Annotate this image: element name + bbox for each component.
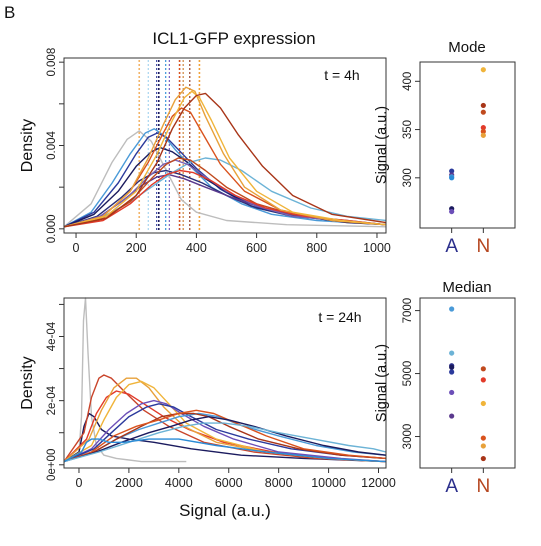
- density-curve-13: [63, 438, 387, 463]
- strip-point-n: [480, 435, 486, 441]
- density-curve-1: [63, 412, 387, 463]
- strip-point-a: [449, 413, 455, 419]
- strip-point-a: [449, 350, 455, 356]
- y-tick-label: 400: [402, 72, 414, 91]
- x-tick-label: 10000: [311, 476, 346, 490]
- plot-frame: [63, 297, 387, 469]
- density-curve-6: [63, 399, 387, 463]
- density-4h-chart: 0 200 400 600 800 1000 0.000 0.004 0.008 Density I…: [19, 29, 391, 255]
- y-tick-label: 3000: [402, 424, 414, 450]
- x-tick-label: 600: [246, 241, 267, 255]
- density-curve-10: [63, 409, 387, 463]
- strip-point-a: [449, 306, 455, 312]
- x-axis-label: Signal (a.u.): [179, 501, 271, 520]
- density-curve-9: [63, 412, 387, 463]
- strip-point-n: [480, 455, 486, 462]
- y-axis-label: Signal (a.u.): [374, 106, 390, 184]
- strip-point-n: [480, 443, 486, 449]
- plot-frame: [63, 57, 387, 234]
- density-curve-10: [63, 107, 387, 228]
- category-label-n: N: [476, 236, 490, 257]
- y-axis-label: Density: [19, 356, 36, 409]
- strip-point-n: [480, 67, 486, 73]
- category-label-a: A: [445, 236, 458, 257]
- y-tick-label: 300: [402, 168, 414, 187]
- y-tick-label: 4e-04: [46, 321, 58, 351]
- x-tick-label: 0: [76, 476, 83, 490]
- y-axis-label: Signal (a.u.): [374, 344, 390, 422]
- x-tick-label: 0: [73, 241, 80, 255]
- strip-point-n: [480, 125, 486, 131]
- y-axis-label: Density: [19, 119, 36, 172]
- strip-point-a: [449, 208, 455, 215]
- strip-point-n: [480, 109, 486, 115]
- density-curve-0: [63, 297, 187, 463]
- strip-point-n: [480, 377, 486, 383]
- category-label-n: N: [476, 476, 490, 497]
- strip-frame: [419, 61, 516, 229]
- y-tick-label: 7000: [402, 298, 414, 324]
- y-tick-label: 350: [402, 120, 414, 139]
- chart-title: ICL1-GFP expression: [152, 29, 315, 48]
- x-tick-label: 8000: [265, 476, 293, 490]
- y-tick-label: 2e-04: [46, 385, 58, 415]
- chart-title: Mode: [448, 39, 486, 56]
- density-curve-2: [63, 374, 387, 463]
- density-curve-9: [63, 169, 387, 228]
- density-curve-11: [63, 86, 387, 228]
- strip-point-a: [449, 389, 455, 396]
- density-curve-4: [63, 169, 387, 228]
- time-annotation: t = 24h: [318, 309, 361, 325]
- strip-point-n: [480, 128, 486, 135]
- x-tick-label: 12000: [361, 476, 396, 490]
- strip-point-n: [480, 132, 486, 138]
- density-curve-13: [63, 92, 387, 228]
- panel-label: B: [4, 3, 15, 22]
- strip-point-a: [449, 168, 455, 174]
- category-label-a: A: [445, 476, 458, 497]
- density-curve-7: [63, 403, 387, 463]
- chart-title: Median: [442, 279, 491, 296]
- strip-point-n: [480, 102, 486, 109]
- x-tick-label: 400: [186, 241, 207, 255]
- x-tick-label: 6000: [215, 476, 243, 490]
- x-tick-label: 4000: [165, 476, 193, 490]
- x-tick-label: 800: [306, 241, 327, 255]
- y-tick-label: 5000: [402, 361, 414, 387]
- strip-point-n: [480, 400, 486, 407]
- density-curve-12: [63, 90, 387, 228]
- density-curve-1: [63, 128, 387, 228]
- time-annotation: t = 4h: [324, 67, 359, 83]
- mode-strip-chart: 300 350 400 A N Signal (a.u.) Mode: [374, 39, 516, 257]
- strip-point-a: [449, 175, 455, 181]
- y-tick-label: 0e+00: [46, 449, 58, 481]
- strip-point-n: [480, 366, 486, 372]
- strip-point-a: [449, 364, 455, 370]
- x-tick-label: 1000: [363, 241, 391, 255]
- x-tick-label: 200: [126, 241, 147, 255]
- strip-frame: [419, 297, 516, 469]
- x-tick-label: 2000: [115, 476, 143, 490]
- density-24h-chart: 0 2000 4000 6000 8000 10000 12000 0e+00 2e-04 4e-…: [19, 297, 396, 520]
- density-curve-7: [63, 159, 387, 228]
- y-tick-label: 0.004: [46, 131, 58, 160]
- strip-point-a: [449, 369, 455, 375]
- median-strip-chart: 3000 5000 7000 A N Signal (a.u.) Median: [374, 279, 516, 497]
- y-tick-label: 0.008: [46, 48, 58, 77]
- y-tick-label: 0.000: [46, 214, 58, 243]
- plots-layer: 0 200 400 600 800 1000 0.000 0.004 0.008 Density I…: [19, 29, 516, 520]
